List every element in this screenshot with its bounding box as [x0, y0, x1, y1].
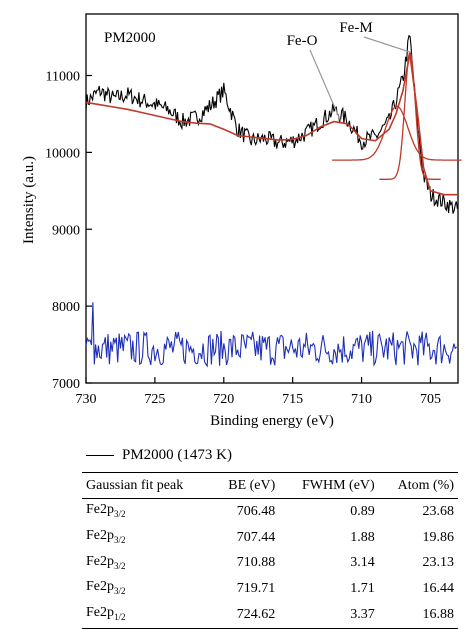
cell-be: 719.71: [236, 581, 276, 597]
cell-be: 724.62: [211, 602, 280, 629]
col-header-fwhm: FWHM (eV): [279, 472, 379, 499]
cell-peak: Fe2p3/2: [86, 527, 126, 545]
table-row: Fe2p1/2 724.62 3.37 16.88: [82, 602, 458, 629]
fit-component-line: [332, 105, 462, 161]
x-axis-label: Binding energy (eV): [210, 413, 334, 429]
x-tick-label: 730: [76, 392, 97, 407]
cell-peak: Fe2p3/2: [86, 553, 126, 571]
cell-peak: Fe2p3/2: [86, 579, 126, 597]
cell-peak: Fe2p3/2: [86, 502, 126, 519]
cell-fwhm: 1.88: [350, 529, 375, 545]
x-tick-label: 710: [351, 392, 372, 407]
plot-area-frame: [85, 13, 459, 384]
y-tick-label: 9000: [52, 223, 80, 238]
annotation-leader-line: [309, 49, 342, 122]
cell-atom: 23.13: [422, 555, 455, 571]
table-row: Fe2p3/2 710.88 3.14 23.13: [82, 551, 458, 577]
table-row: Fe2p3/2 719.71 1.71 16.44: [82, 576, 458, 602]
series-fit-line: [85, 53, 458, 196]
cell-be: 706.48: [236, 503, 276, 519]
col-header-be: BE (eV): [211, 472, 280, 499]
xps-spectrum-chart: 730 725 720 715 710 705 7000 8000 9000 10000 11000…: [21, 13, 462, 429]
table-row: Fe2p3/2 707.44 1.88 19.86: [82, 525, 458, 551]
y-tick-label: 10000: [45, 146, 80, 161]
col-header-peak: Gaussian fit peak: [82, 472, 212, 499]
annotation-leader-line: [363, 36, 412, 54]
legend: PM2000 (1473 K): [86, 447, 232, 464]
cell-fwhm: 1.71: [350, 581, 375, 597]
y-axis-label: Intensity (a.u.): [21, 156, 37, 244]
cell-atom: 16.88: [378, 602, 458, 629]
cell-fwhm: 3.37: [279, 602, 379, 629]
panel-label: PM2000: [104, 30, 156, 46]
x-tick-label: 705: [420, 392, 441, 407]
gaussian-fit-table: Gaussian fit peak BE (eV) FWHM (eV) Atom…: [82, 472, 458, 629]
cell-fwhm: 3.14: [350, 555, 375, 571]
cell-atom: 16.44: [422, 581, 455, 597]
cell-be: 707.44: [236, 529, 276, 545]
annotation-label: Fe-M: [339, 20, 372, 36]
y-tick-label: 8000: [52, 300, 80, 315]
legend-line-swatch: [86, 455, 114, 456]
cell-atom: 19.86: [422, 529, 455, 545]
legend-label: PM2000 (1473 K): [122, 447, 233, 463]
y-tick-label: 7000: [52, 377, 80, 392]
cell-be: 710.88: [236, 555, 276, 571]
y-tick-label: 11000: [46, 70, 80, 85]
cell-fwhm: 0.89: [350, 503, 375, 519]
cell-atom: 23.68: [422, 503, 455, 519]
table-row: Fe2p3/2 706.48 0.89 23.68: [82, 499, 458, 525]
series-difference-line: [85, 302, 457, 368]
col-header-atom: Atom (%): [378, 472, 458, 499]
series-raw-line: [85, 34, 458, 214]
x-tick-label: 725: [144, 392, 165, 407]
x-tick-label: 715: [282, 392, 303, 407]
x-tick-label: 720: [213, 392, 234, 407]
table-header-row: Gaussian fit peak BE (eV) FWHM (eV) Atom…: [82, 472, 458, 499]
annotation-label: Fe-O: [287, 33, 318, 49]
cell-peak: Fe2p1/2: [82, 602, 212, 629]
